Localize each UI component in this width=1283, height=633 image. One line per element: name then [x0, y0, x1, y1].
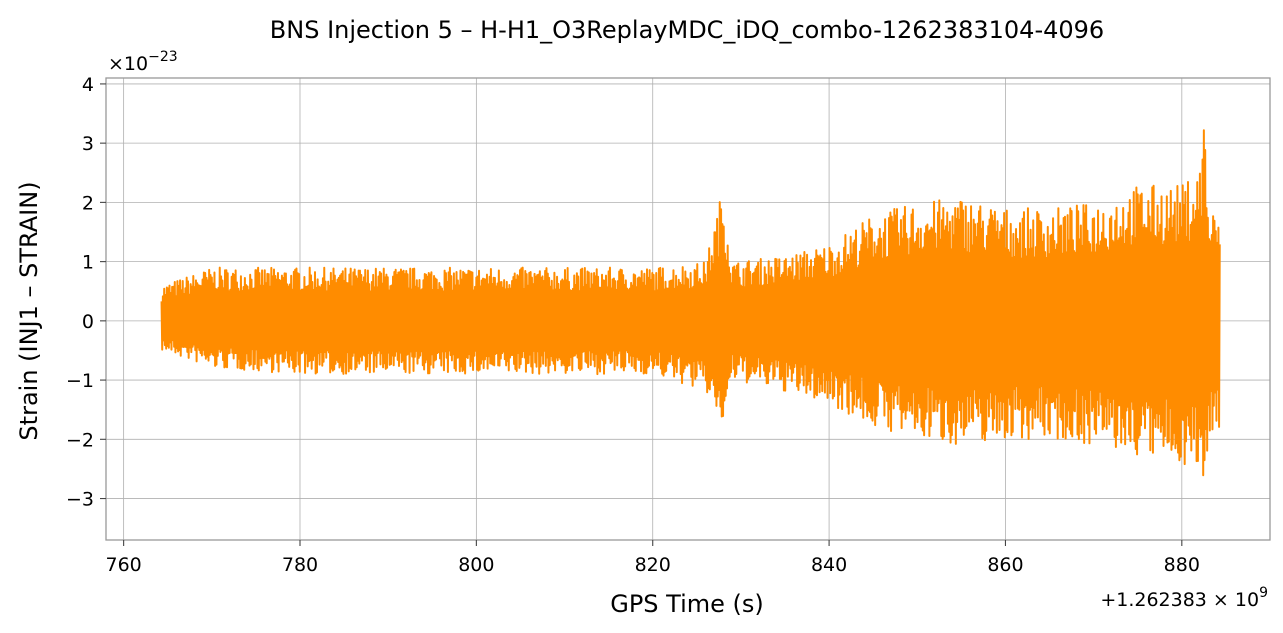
y-axis-title: Strain (INJ1 – STRAIN) [15, 181, 43, 440]
y-tick-label: 0 [82, 311, 94, 333]
x-offset-exponent: 9 [1259, 585, 1268, 601]
x-tick-label: 820 [635, 554, 671, 576]
series-group [160, 129, 1221, 477]
y-axis: −3 −2 −1 0 1 2 3 4 [66, 74, 106, 511]
y-scale-exponent: −23 [148, 49, 178, 65]
plot-area: 760 780 800 820 840 860 880 −3 −2 −1 0 1 2 3 4 [66, 74, 1271, 576]
x-offset-label: +1.262383 × 109 [1100, 585, 1268, 611]
x-tick-label: 860 [987, 554, 1023, 576]
y-tick-label: 1 [82, 252, 94, 274]
plot-frame [105, 77, 1271, 541]
y-tick-label: −2 [66, 429, 94, 451]
y-tick-label: −3 [66, 489, 94, 511]
x-tick-label: 780 [282, 554, 318, 576]
y-scale-label: ×10−23 [108, 49, 178, 75]
x-tick-label: 880 [1164, 554, 1200, 576]
x-tick-label: 840 [811, 554, 847, 576]
y-tick-label: 2 [82, 192, 94, 214]
x-axis: 760 780 800 820 840 860 880 [106, 540, 1200, 576]
x-tick-label: 800 [458, 554, 494, 576]
x-tick-label: 760 [106, 554, 142, 576]
chart-title: BNS Injection 5 – H-H1_O3ReplayMDC_iDQ_c… [270, 16, 1104, 44]
y-tick-label: 3 [82, 133, 94, 155]
y-tick-label: −1 [66, 370, 94, 392]
y-tick-label: 4 [82, 74, 94, 96]
x-axis-title: GPS Time (s) [610, 590, 764, 618]
strain-series-line [160, 129, 1221, 477]
